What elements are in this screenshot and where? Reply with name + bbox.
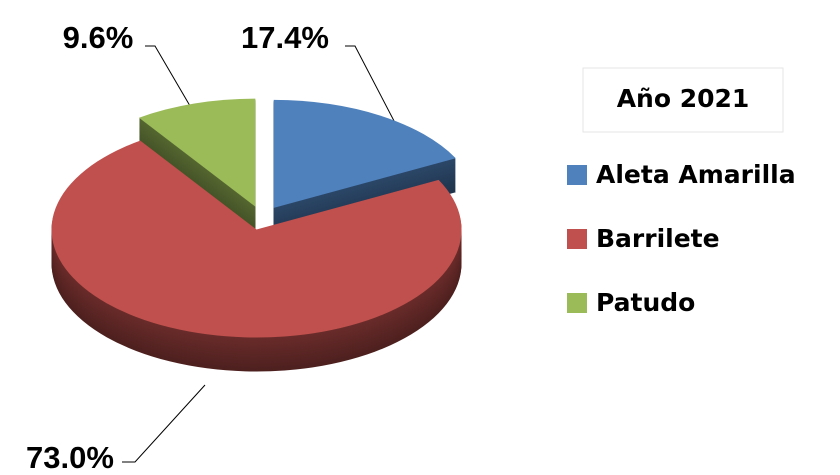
pie-slice: [273, 99, 456, 208]
value-label: 9.6%: [63, 20, 134, 55]
legend-label: Barrilete: [596, 224, 720, 253]
pie-slice: [139, 98, 256, 207]
legend-label: Aleta Amarilla: [596, 160, 796, 189]
legend-title: Año 2021: [617, 84, 750, 113]
legend-swatch: [567, 229, 587, 249]
legend-swatch: [567, 165, 587, 185]
leader-line: [345, 45, 406, 143]
leader-line: [122, 384, 206, 463]
value-label: 17.4%: [241, 20, 329, 55]
value-label: 73.0%: [26, 440, 114, 475]
legend-title-box: [582, 67, 784, 133]
pie-slice-3d: [273, 99, 456, 242]
legend-swatch: [567, 293, 587, 313]
pie-slice-3d: [51, 140, 462, 372]
legend-label: Patudo: [596, 288, 695, 317]
pie-slice: [51, 140, 462, 338]
